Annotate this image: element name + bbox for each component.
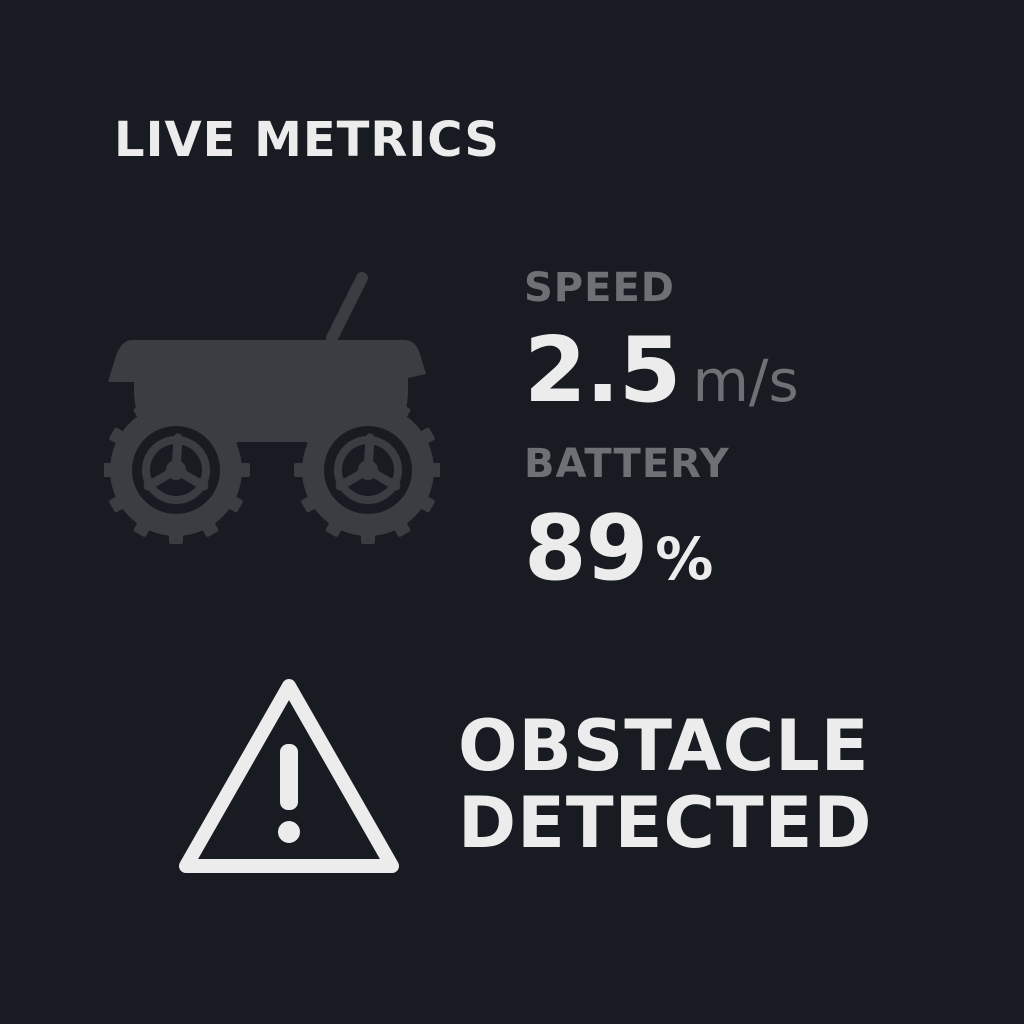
speed-unit: m/s xyxy=(692,347,799,415)
alert-line-1: OBSTACLE xyxy=(458,705,870,787)
battery-label: BATTERY xyxy=(524,441,730,487)
page-title: LIVE METRICS xyxy=(114,112,500,168)
rover-icon xyxy=(104,272,440,544)
speed-value: 2.5 xyxy=(524,318,681,423)
battery-value: 89 xyxy=(524,496,648,601)
warning-triangle-icon xyxy=(179,679,399,873)
speed-label: SPEED xyxy=(524,265,675,311)
obstacle-alert: OBSTACLE DETECTED xyxy=(458,708,873,862)
alert-line-2: DETECTED xyxy=(458,782,873,864)
battery-unit: % xyxy=(655,525,714,593)
metrics-panel: SPEED 2.5 m/s BATTERY 89% xyxy=(524,262,964,594)
battery-readout: 89% xyxy=(524,504,964,594)
speed-readout: 2.5 m/s xyxy=(524,326,964,416)
